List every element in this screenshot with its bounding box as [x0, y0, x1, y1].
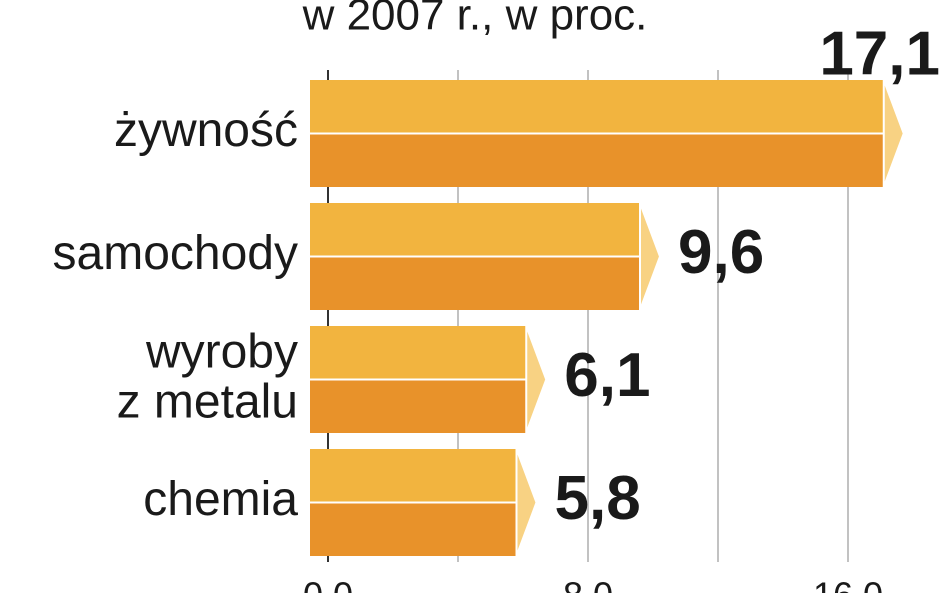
x-tick-label: 8,0 [563, 575, 613, 593]
bar-tip [639, 202, 662, 311]
value-label: 6,1 [564, 341, 650, 410]
bar-shade [310, 502, 517, 556]
value-label: 17,1 [819, 19, 940, 88]
y-tick-label: samochody [53, 227, 298, 280]
y-tick-label: chemia [143, 473, 298, 526]
y-tick-label: żywność [114, 104, 298, 157]
bar-shade [310, 133, 884, 187]
bar-tip [882, 79, 905, 188]
x-tick-label: 16,0 [813, 575, 883, 593]
value-label: 5,8 [555, 464, 641, 533]
bar-shade [310, 379, 527, 433]
bar-tip [525, 325, 548, 434]
bar-tip [515, 448, 538, 557]
x-tick-label: 0,0 [303, 575, 353, 593]
y-tick-label: wyroby z metalu [117, 325, 298, 428]
bar-shade [310, 256, 640, 310]
value-label: 9,6 [678, 218, 764, 287]
chart-title: w 2007 r., w proc. [302, 0, 648, 40]
